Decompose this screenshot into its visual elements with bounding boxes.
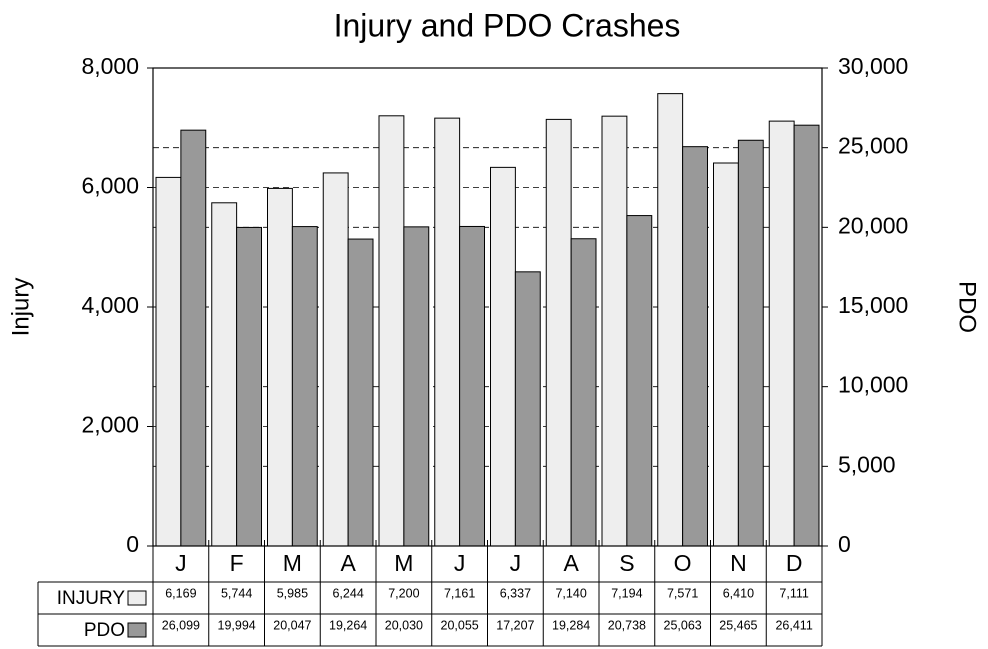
bar bbox=[403, 226, 430, 547]
bar bbox=[378, 115, 405, 547]
bar bbox=[291, 226, 318, 547]
bar bbox=[768, 120, 795, 547]
x-tick-label: S bbox=[619, 550, 634, 576]
x-tick-label: J bbox=[175, 550, 187, 576]
bar bbox=[322, 172, 349, 547]
value-label: 6,410 bbox=[723, 586, 754, 600]
y2-tick-label: 5,000 bbox=[838, 451, 896, 477]
y-tick-label: 2,000 bbox=[81, 412, 139, 438]
y-axis-label: Injury bbox=[7, 278, 34, 337]
y2-tick-label: 10,000 bbox=[838, 372, 908, 398]
x-tick-label: N bbox=[730, 550, 747, 576]
legend-swatch bbox=[127, 590, 147, 606]
value-label: 7,194 bbox=[611, 586, 642, 600]
value-label: 7,161 bbox=[444, 586, 475, 600]
legend-label: INJURY bbox=[57, 588, 126, 609]
bar bbox=[490, 166, 516, 547]
bar bbox=[793, 124, 820, 547]
value-label: 20,030 bbox=[385, 618, 423, 632]
x-tick-label: J bbox=[510, 550, 522, 576]
y2-tick-label: 25,000 bbox=[838, 133, 908, 159]
x-tick-label: O bbox=[674, 550, 692, 576]
y2-tick-label: 30,000 bbox=[838, 53, 908, 79]
x-tick-label: A bbox=[340, 550, 356, 576]
value-label: 7,571 bbox=[667, 586, 698, 600]
bar bbox=[713, 162, 739, 547]
x-tick-label: M bbox=[283, 550, 302, 576]
value-label: 17,207 bbox=[496, 618, 534, 632]
y2-tick-label: 15,000 bbox=[838, 292, 908, 318]
bar bbox=[180, 129, 207, 547]
value-label: 5,985 bbox=[277, 586, 308, 600]
value-label: 7,111 bbox=[779, 586, 808, 600]
bar bbox=[267, 187, 293, 547]
bar bbox=[155, 176, 182, 547]
value-label: 20,738 bbox=[608, 618, 646, 632]
y-tick-label: 0 bbox=[126, 531, 139, 557]
value-label: 26,099 bbox=[162, 618, 200, 632]
y2-tick-label: 0 bbox=[838, 531, 851, 557]
bar bbox=[211, 202, 238, 547]
y-tick-label: 4,000 bbox=[81, 292, 139, 318]
bar bbox=[236, 226, 262, 547]
bar bbox=[737, 139, 764, 547]
bar bbox=[682, 146, 708, 547]
chart-title: Injury and PDO Crashes bbox=[334, 7, 681, 43]
y2-axis-label: PDO bbox=[954, 281, 981, 333]
y-tick-label: 8,000 bbox=[81, 53, 139, 79]
bar bbox=[459, 225, 485, 547]
value-label: 6,169 bbox=[165, 586, 196, 600]
x-tick-label: A bbox=[563, 550, 579, 576]
bar bbox=[545, 118, 572, 547]
value-label: 25,063 bbox=[664, 618, 702, 632]
value-label: 6,337 bbox=[500, 586, 531, 600]
bar bbox=[434, 117, 461, 547]
bar bbox=[570, 238, 597, 547]
value-label: 26,411 bbox=[775, 618, 812, 632]
bar bbox=[514, 271, 541, 547]
x-tick-label: M bbox=[394, 550, 413, 576]
legend-label: PDO bbox=[84, 620, 125, 641]
bar bbox=[601, 115, 628, 547]
value-label: 20,055 bbox=[441, 618, 479, 632]
value-label: 7,140 bbox=[555, 586, 586, 600]
value-label: 20,047 bbox=[273, 618, 311, 632]
value-label: 19,264 bbox=[329, 618, 367, 632]
value-label: 6,244 bbox=[332, 586, 363, 600]
x-tick-label: D bbox=[786, 550, 803, 576]
value-label: 25,465 bbox=[719, 618, 757, 632]
value-label: 5,744 bbox=[221, 586, 252, 600]
x-tick-label: F bbox=[230, 550, 244, 576]
y2-tick-label: 20,000 bbox=[838, 212, 908, 238]
value-label: 19,994 bbox=[218, 618, 256, 632]
bar bbox=[626, 215, 653, 547]
y-tick-label: 6,000 bbox=[81, 173, 139, 199]
value-label: 19,284 bbox=[552, 618, 590, 632]
bar bbox=[347, 238, 374, 547]
bar bbox=[657, 93, 684, 547]
value-label: 7,200 bbox=[388, 586, 419, 600]
x-tick-label: J bbox=[454, 550, 466, 576]
legend-swatch bbox=[127, 622, 147, 638]
